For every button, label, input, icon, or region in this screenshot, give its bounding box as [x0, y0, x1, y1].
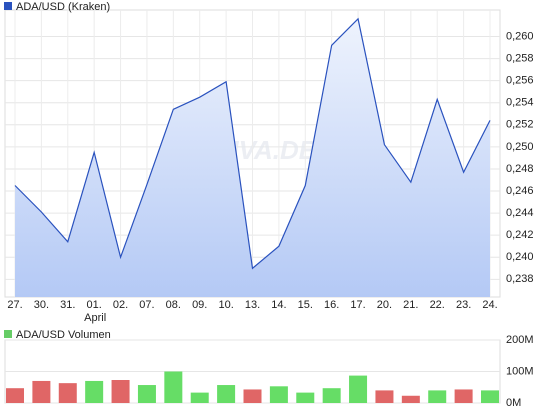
x-tick-label: 15. — [298, 299, 313, 311]
volume-bar — [6, 388, 24, 403]
x-tick-label: 08. — [166, 299, 181, 311]
x-sublabel: April — [84, 312, 106, 324]
legend-swatch — [4, 330, 12, 338]
x-tick-label: 17. — [350, 299, 365, 311]
x-tick-label: 21. — [403, 299, 418, 311]
volume-bar — [85, 380, 104, 403]
volume-bar — [217, 385, 236, 403]
volume-bar — [481, 390, 499, 403]
y-tick-label: 0,254 — [506, 97, 534, 109]
x-tick-label: 20. — [377, 299, 392, 311]
volume-bar — [111, 380, 130, 403]
y-tick-label: 0,250 — [506, 141, 534, 153]
volume-bar — [401, 395, 420, 403]
volume-bar — [322, 388, 341, 403]
volume-bar — [32, 380, 51, 403]
volume-bar — [269, 386, 288, 403]
y-tick-label: 0,242 — [506, 229, 534, 241]
y-tick-label: 0M — [506, 397, 521, 409]
y-tick-label: 0,248 — [506, 163, 534, 175]
y-tick-label: 0,238 — [506, 273, 534, 285]
x-tick-label: 30. — [34, 299, 49, 311]
x-tick-label: 13. — [245, 299, 260, 311]
y-tick-label: 0,260 — [506, 30, 534, 42]
y-tick-label: 100M — [506, 365, 534, 377]
volume-bar — [164, 371, 183, 403]
y-tick-label: 0,246 — [506, 185, 534, 197]
x-tick-label: 16. — [324, 299, 339, 311]
volume-bar — [58, 383, 77, 403]
volume-bar — [296, 392, 315, 403]
x-tick-label: 24. — [482, 299, 497, 311]
x-tick-label: 07. — [139, 299, 154, 311]
y-tick-label: 0,258 — [506, 52, 534, 64]
volume-bar — [190, 392, 209, 403]
y-tick-label: 200M — [506, 334, 534, 346]
x-tick-label: 02. — [113, 299, 128, 311]
volume-bar — [243, 389, 262, 403]
y-tick-label: 0,244 — [506, 207, 534, 219]
volume-bar — [454, 389, 473, 403]
area-fill — [15, 18, 490, 297]
volume-bar — [375, 390, 394, 403]
y-tick-label: 0,256 — [506, 75, 534, 87]
x-tick-label: 09. — [192, 299, 207, 311]
x-tick-label: 10. — [218, 299, 233, 311]
legend-label: ADA/USD (Kraken) — [16, 1, 110, 13]
volume-bar — [137, 385, 156, 403]
y-tick-label: 0,240 — [506, 251, 534, 263]
x-tick-label: 31. — [60, 299, 75, 311]
y-tick-label: 0,252 — [506, 119, 534, 131]
price-line — [14, 17, 491, 270]
x-tick-label: 01. — [87, 299, 102, 311]
volume-bar — [349, 375, 368, 403]
legend-swatch — [4, 2, 12, 10]
x-tick-label: 14. — [271, 299, 286, 311]
x-tick-label: 27. — [7, 299, 22, 311]
x-tick-label: 22. — [430, 299, 445, 311]
x-tick-label: 23. — [456, 299, 471, 311]
legend-label: ADA/USD Volumen — [16, 329, 111, 341]
volume-bar — [428, 390, 447, 403]
